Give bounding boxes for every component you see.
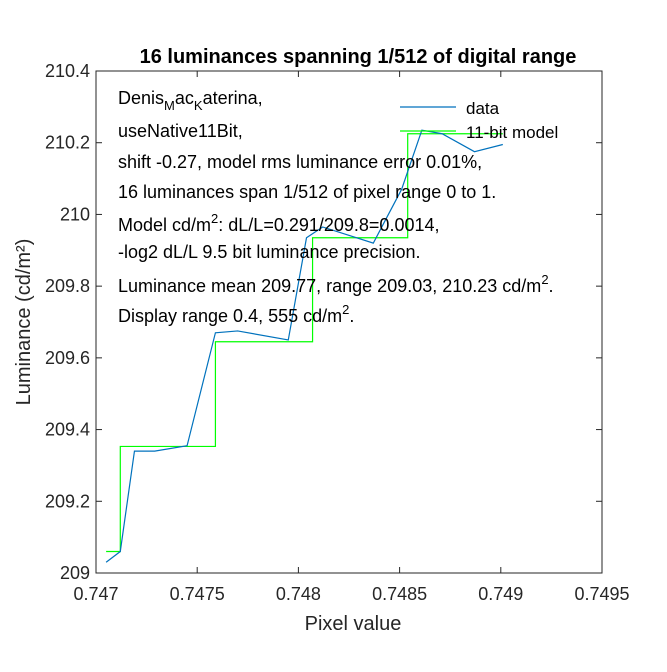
- x-tick-label: 0.7495: [574, 584, 629, 604]
- y-tick-label: 209.6: [45, 348, 90, 368]
- y-tick-label: 210.4: [45, 61, 90, 81]
- y-tick-label: 209: [60, 563, 90, 583]
- legend-label-11-bit-model: 11-bit model: [466, 123, 558, 142]
- x-axis-label: Pixel value: [305, 613, 402, 635]
- x-tick-label: 0.747: [73, 584, 118, 604]
- annotation-line-3: shift -0.27, model rms luminance error 0…: [118, 152, 482, 172]
- annotation-line-7: Luminance mean 209.77, range 209.03, 210…: [118, 272, 554, 296]
- x-tick-label: 0.7475: [170, 584, 225, 604]
- x-axis: 0.747 0.7475 0.748 0.7485 0.749 0.7495: [73, 71, 630, 604]
- annotation: DenisMacKaterina, useNative11Bit, shift …: [118, 88, 554, 326]
- series-line-11-bit-model: [106, 133, 503, 553]
- annotation-line-4: 16 luminances span 1/512 of pixel range …: [118, 182, 496, 202]
- annotation-line-5: Model cd/m2: dL/L=0.291/209.8=0.0014,: [118, 211, 439, 235]
- x-tick-label: 0.7485: [372, 584, 427, 604]
- legend: data 11-bit model: [400, 99, 558, 142]
- y-tick-label: 210.2: [45, 133, 90, 153]
- plot-area: [95, 70, 603, 574]
- y-axis: 209 209.2 209.4 209.6 209.8 210 210.2 210.4: [45, 61, 602, 583]
- y-axis-label: Luminance (cd/m²): [13, 239, 35, 406]
- chart-title: 16 luminances spanning 1/512 of digital …: [140, 46, 577, 68]
- annotation-line-6: -log2 dL/L 9.5 bit luminance precision.: [118, 242, 421, 262]
- x-tick-label: 0.749: [478, 584, 523, 604]
- y-tick-label: 209.4: [45, 420, 90, 440]
- series-line-data: [105, 129, 503, 563]
- series-layer: [105, 129, 503, 563]
- y-tick-label: 209.8: [45, 276, 90, 296]
- legend-label-data: data: [466, 99, 500, 118]
- x-tick-label: 0.748: [276, 584, 321, 604]
- annotation-line-1: DenisMacKaterina,: [118, 88, 263, 113]
- y-tick-label: 210: [60, 204, 90, 224]
- annotation-line-8: Display range 0.4, 555 cd/m2.: [118, 302, 354, 326]
- y-tick-label: 209.2: [45, 491, 90, 511]
- annotation-line-2: useNative11Bit,: [118, 121, 243, 141]
